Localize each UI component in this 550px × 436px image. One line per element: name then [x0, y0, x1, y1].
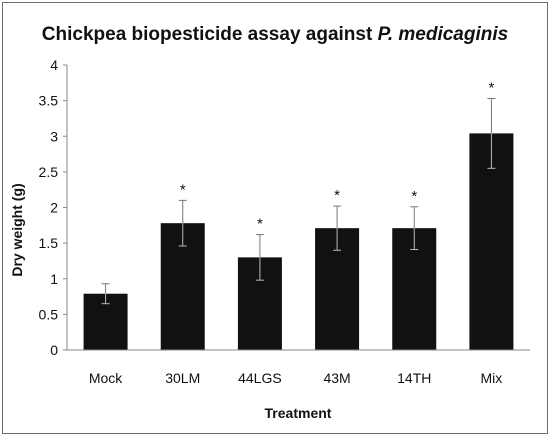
error-bars — [101, 97, 496, 305]
x-tick-label: 44LGS — [238, 370, 282, 386]
significance-star: * — [180, 181, 186, 198]
x-tick-label: 14TH — [397, 370, 431, 386]
y-tick-label: 1.5 — [39, 235, 59, 251]
y-tick-label: 3 — [50, 128, 58, 144]
y-tick-label: 0.5 — [39, 306, 59, 322]
x-tick-label: Mock — [89, 370, 123, 386]
x-tick-label: 43M — [323, 370, 350, 386]
significance-markers: * * * * * — [180, 79, 495, 232]
x-tick-label: Mix — [481, 370, 503, 386]
y-tick-label: 3.5 — [39, 93, 59, 109]
y-tick-label: 4 — [50, 57, 58, 73]
x-axis-title: Treatment — [265, 405, 332, 421]
error-bar-14th — [410, 206, 419, 251]
significance-star: * — [334, 187, 340, 204]
significance-star: * — [257, 216, 263, 233]
error-bar-mock — [101, 283, 110, 305]
y-tick-label: 0 — [50, 342, 58, 358]
x-axis-ticks: Mock 30LM 44LGS 43M 14TH Mix — [89, 370, 502, 386]
error-bar-43m — [333, 205, 342, 251]
error-bar-30lm — [178, 199, 187, 247]
error-bar-44lgs — [255, 234, 264, 281]
bar-mix — [469, 133, 514, 350]
y-tick-label: 2.5 — [39, 164, 59, 180]
y-axis-title: Dry weight (g) — [9, 183, 25, 276]
significance-star: * — [488, 79, 494, 96]
chart-title: Chickpea biopesticide assay against P. m… — [42, 24, 508, 45]
y-tick-label: 2 — [50, 200, 58, 216]
error-bar-mix — [487, 97, 496, 169]
x-tick-label: 30LM — [165, 370, 200, 386]
significance-star: * — [411, 188, 417, 205]
bars — [83, 133, 514, 350]
y-axis-ticks: 0 0.5 1 1.5 2 2.5 3 3.5 4 — [39, 57, 67, 358]
y-tick-label: 1 — [50, 271, 58, 287]
